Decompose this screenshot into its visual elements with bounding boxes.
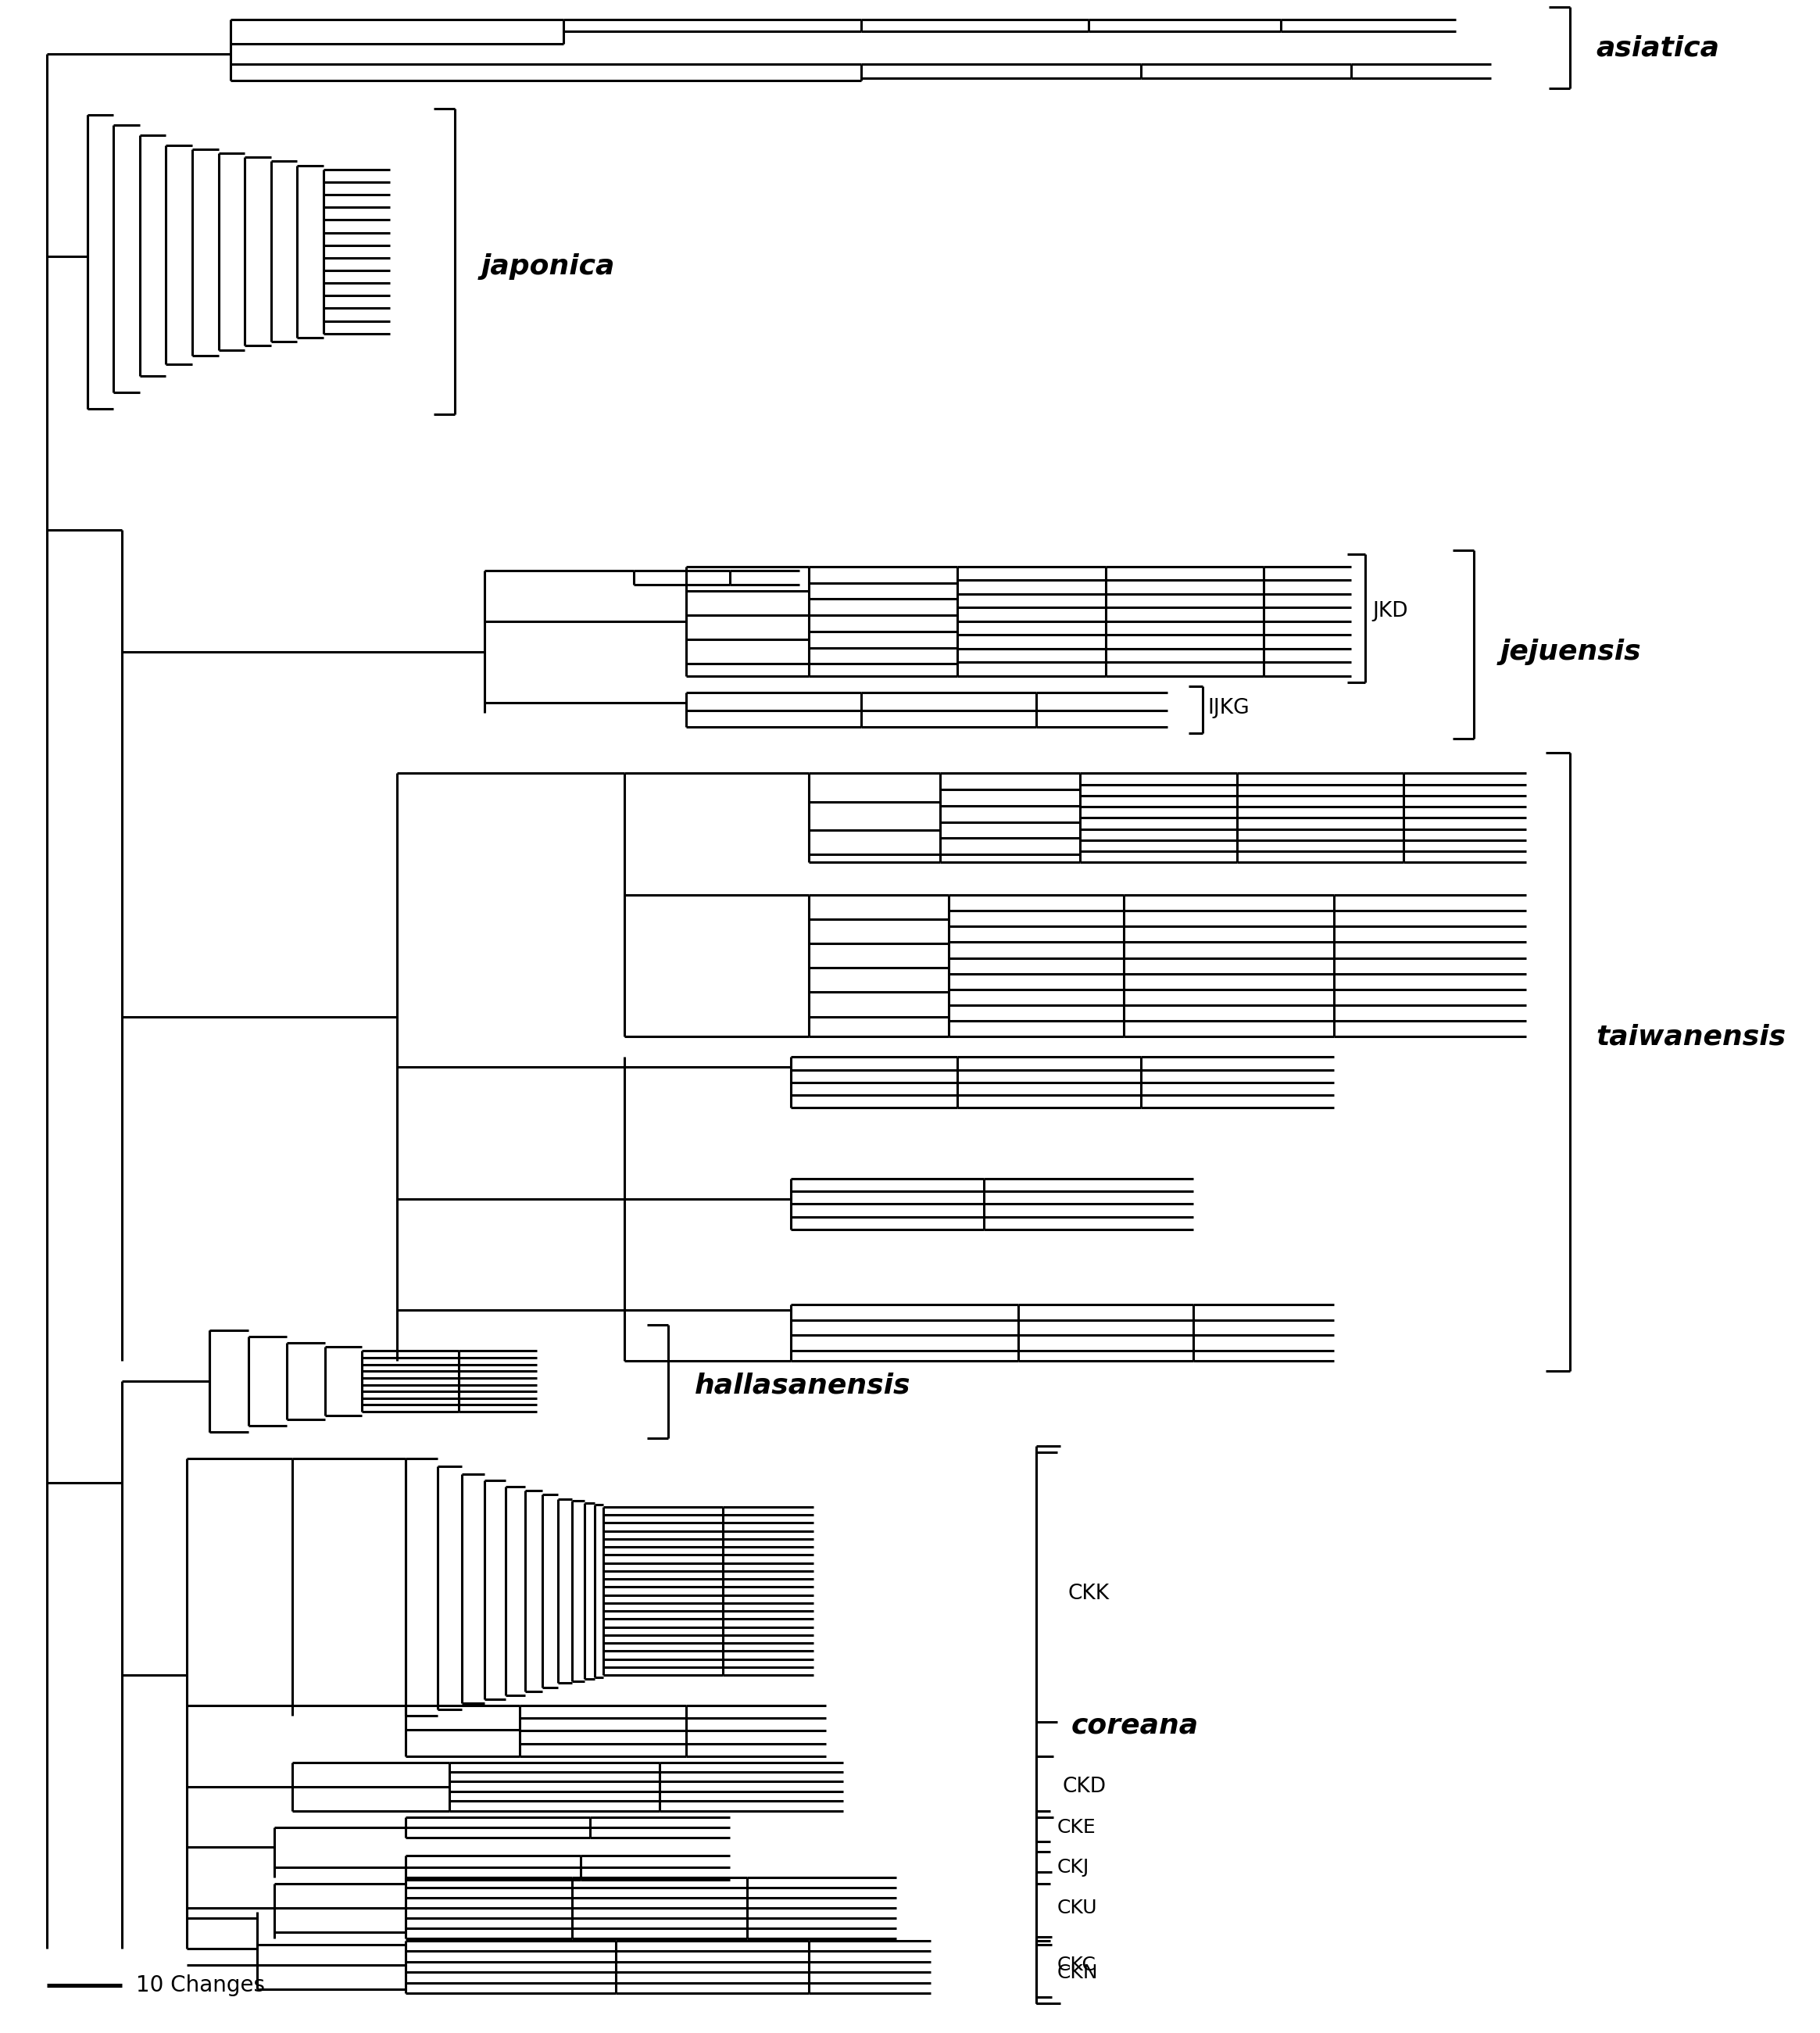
Text: CKD: CKD xyxy=(1063,1777,1107,1797)
Text: japonica: japonica xyxy=(480,254,615,281)
Text: asiatica: asiatica xyxy=(1596,35,1720,61)
Text: coreana: coreana xyxy=(1070,1712,1199,1738)
Text: IJKG: IJKG xyxy=(1207,697,1250,718)
Text: CKU: CKU xyxy=(1057,1899,1097,1917)
Text: 10 Changes: 10 Changes xyxy=(136,1974,266,1996)
Text: CKJ: CKJ xyxy=(1057,1858,1090,1876)
Text: taiwanensis: taiwanensis xyxy=(1596,1023,1785,1051)
Text: CKN: CKN xyxy=(1057,1964,1097,1982)
Text: jejuensis: jejuensis xyxy=(1500,638,1642,665)
Text: JKD: JKD xyxy=(1372,602,1407,622)
Text: hallasanensis: hallasanensis xyxy=(695,1372,910,1399)
Text: CKK: CKK xyxy=(1068,1584,1108,1604)
Text: CKE: CKE xyxy=(1057,1818,1096,1836)
Text: CKC: CKC xyxy=(1057,1956,1096,1974)
